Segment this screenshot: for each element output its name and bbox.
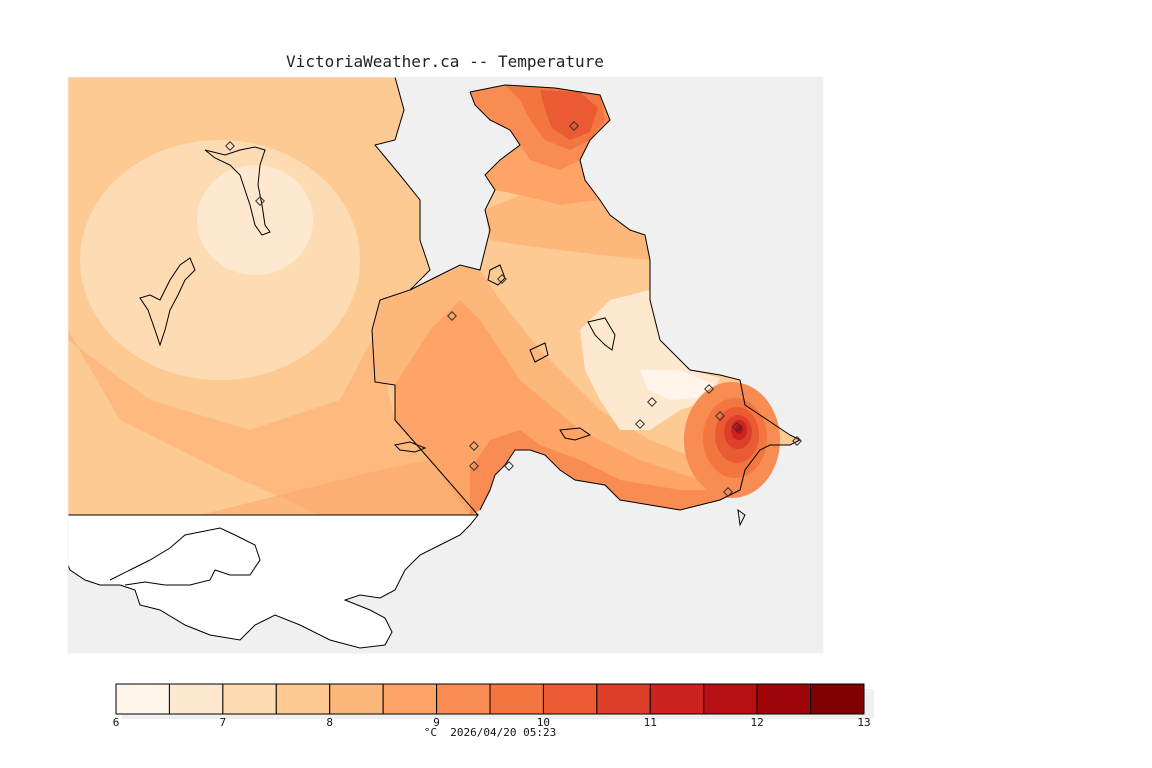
coast-peninsula-north bbox=[409, 91, 521, 291]
legend-caption: °C 2026/04/20 05:23 bbox=[0, 726, 980, 739]
legend-swatch bbox=[756, 683, 812, 715]
station-marker[interactable] bbox=[723, 487, 733, 497]
legend-tick-label: 8 bbox=[326, 716, 333, 729]
legend-swatch bbox=[489, 683, 544, 715]
peninsula-cool-zone-65 bbox=[640, 370, 715, 400]
west-temperature-field bbox=[68, 77, 478, 515]
legend-swatch bbox=[703, 683, 758, 715]
coast-island-west-1 bbox=[204, 146, 271, 236]
temperature-legend: 6 7 8 9 10 11 12 13 bbox=[113, 683, 874, 729]
legend-swatch bbox=[436, 683, 491, 715]
legend-tick-label: 12 bbox=[751, 716, 764, 729]
station-marker[interactable] bbox=[497, 274, 507, 284]
legend-tick-label: 10 bbox=[537, 716, 550, 729]
coastlines bbox=[139, 77, 802, 527]
legend-swatch bbox=[542, 683, 598, 715]
coast-peninsula bbox=[469, 84, 802, 511]
west-field-band-85-9 bbox=[200, 460, 478, 515]
station-marker[interactable] bbox=[704, 384, 714, 394]
legend-swatch bbox=[596, 683, 651, 715]
coast-island-small-2 bbox=[587, 317, 616, 351]
peninsula-band-north-105 bbox=[540, 90, 598, 140]
legend-tick-label: 11 bbox=[644, 716, 657, 729]
west-field-cool-zone-7 bbox=[197, 165, 313, 275]
station-marker[interactable] bbox=[469, 441, 479, 451]
legend-timestamp: 2026/04/20 05:23 bbox=[450, 726, 557, 739]
legend-tick-label: 9 bbox=[433, 716, 440, 729]
legend-swatch bbox=[222, 683, 277, 715]
legend-swatch bbox=[649, 683, 705, 715]
coast-island-small-5 bbox=[737, 508, 746, 527]
coast-peninsula-bay bbox=[487, 264, 506, 286]
coast-island-small-1 bbox=[393, 441, 427, 453]
legend-tick-label: 13 bbox=[857, 716, 870, 729]
coast-island-small-4 bbox=[559, 427, 592, 441]
legend-swatch bbox=[382, 683, 438, 715]
peninsula-band-south-95 bbox=[470, 430, 740, 515]
station-marker[interactable] bbox=[732, 422, 742, 432]
station-marker[interactable] bbox=[504, 461, 514, 471]
coast-island-small-3 bbox=[529, 342, 549, 363]
legend-swatch bbox=[329, 683, 384, 715]
station-marker[interactable] bbox=[469, 461, 479, 471]
peninsula-temperature-field bbox=[372, 85, 800, 515]
legend-swatch bbox=[275, 683, 331, 715]
station-marker[interactable] bbox=[715, 411, 725, 421]
legend-tick-label: 6 bbox=[113, 716, 120, 729]
coast-saanich-inlet-west bbox=[371, 77, 479, 516]
map-title: VictoriaWeather.ca -- Temperature bbox=[286, 52, 604, 71]
coast-island-west-2 bbox=[139, 257, 196, 347]
station-marker[interactable] bbox=[647, 397, 657, 407]
map-frame bbox=[67, 76, 824, 654]
legend-unit: °C bbox=[423, 726, 438, 739]
station-marker[interactable] bbox=[792, 436, 802, 446]
station-marker[interactable] bbox=[225, 141, 235, 151]
station-marker[interactable] bbox=[569, 121, 579, 131]
legend-swatch bbox=[168, 683, 224, 715]
unmapped-land-interior-coast bbox=[109, 527, 261, 586]
station-marker[interactable] bbox=[447, 311, 457, 321]
peninsula-band-mid-85 bbox=[485, 195, 650, 260]
unmapped-land bbox=[68, 514, 480, 649]
legend-swatch bbox=[810, 683, 865, 715]
station-marker[interactable] bbox=[635, 419, 645, 429]
legend-tick-label: 7 bbox=[220, 716, 227, 729]
west-field-band-8-85 bbox=[68, 330, 478, 515]
station-markers bbox=[225, 121, 802, 497]
legend-swatch bbox=[115, 683, 170, 715]
station-marker[interactable] bbox=[255, 196, 265, 206]
